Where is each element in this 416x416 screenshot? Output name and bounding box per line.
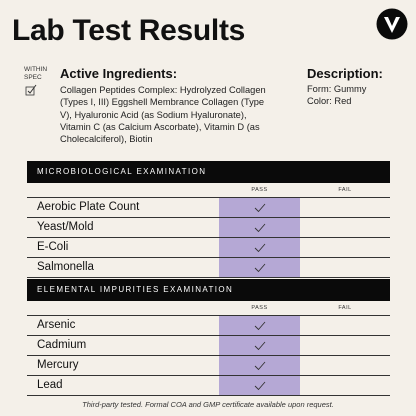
pass-cell bbox=[219, 218, 300, 238]
check bbox=[254, 263, 265, 272]
pass-cell bbox=[219, 316, 300, 336]
ingredients-line: Cholecalciferol), Biotin bbox=[60, 134, 153, 145]
test-name: Salmonella bbox=[27, 258, 219, 278]
within-spec: WITHIN SPEC bbox=[24, 66, 47, 82]
fail-cell bbox=[300, 258, 390, 278]
ingredients-line: Vitamin C (as Calcium Ascorbate), Vitami… bbox=[60, 121, 260, 132]
column-header: FAIL bbox=[300, 301, 390, 316]
column-header: PASS bbox=[219, 301, 300, 316]
spec-icon bbox=[25, 84, 37, 96]
check bbox=[254, 381, 265, 390]
description-line: Color: Red bbox=[307, 95, 352, 106]
check bbox=[254, 243, 265, 252]
table-row: Arsenic bbox=[27, 316, 390, 336]
ingredients-line: (Types I, III) Eggshell Membrance Collag… bbox=[60, 97, 265, 108]
table-row: Mercury bbox=[27, 356, 390, 376]
ingredients-text: Collagen Peptides Complex: Hydrolyzed Co… bbox=[60, 84, 266, 145]
pass-cell bbox=[219, 258, 300, 278]
pass-cell bbox=[219, 336, 300, 356]
pass-cell bbox=[219, 376, 300, 396]
fail-cell bbox=[300, 238, 390, 258]
ingredients-line: V), Hyaluronic Acid (as Sodium Hyalurona… bbox=[60, 109, 247, 120]
check bbox=[254, 321, 265, 330]
test-name: E-Coli bbox=[27, 238, 219, 258]
column-header-row: PASS FAIL bbox=[27, 183, 390, 198]
column-header: PASS bbox=[219, 183, 300, 198]
pass-cell bbox=[219, 356, 300, 376]
fail-cell bbox=[300, 218, 390, 238]
column-header: FAIL bbox=[300, 183, 390, 198]
table-row: Salmonella bbox=[27, 258, 390, 278]
table-row: Aerobic Plate Count bbox=[27, 198, 390, 218]
section-header: ELEMENTAL IMPURITIES EXAMINATION bbox=[27, 279, 390, 301]
spec-line: SPEC bbox=[24, 74, 42, 81]
footer: Third-party tested. Formal COA and GMP c… bbox=[82, 400, 334, 409]
description-heading: Description: bbox=[307, 66, 383, 81]
check bbox=[254, 341, 265, 350]
table-row: Lead bbox=[27, 376, 390, 396]
check bbox=[254, 361, 265, 370]
description-text: Form: Gummy Color: Red bbox=[307, 84, 366, 107]
test-name: Lead bbox=[27, 376, 219, 396]
table-row: Cadmium bbox=[27, 336, 390, 356]
test-name: Aerobic Plate Count bbox=[27, 198, 219, 218]
blank-cell bbox=[27, 183, 219, 198]
logo bbox=[376, 8, 408, 40]
description-line: Form: Gummy bbox=[307, 84, 367, 94]
spec-line: WITHIN bbox=[24, 66, 48, 73]
pass-cell bbox=[219, 238, 300, 258]
check bbox=[254, 223, 265, 232]
ingredients-heading: Active Ingredients: bbox=[60, 66, 178, 81]
fail-cell bbox=[300, 336, 390, 356]
table-row: E-Coli bbox=[27, 238, 390, 258]
test-name: Arsenic bbox=[27, 316, 219, 336]
blank-cell bbox=[27, 301, 219, 316]
test-name: Mercury bbox=[27, 356, 219, 376]
title: Lab Test Results bbox=[12, 14, 246, 47]
test-name: Cadmium bbox=[27, 336, 219, 356]
test-name: Yeast/Mold bbox=[27, 218, 219, 238]
results-table: MICROBIOLOGICAL EXAMINATION PASS FAIL Aerob… bbox=[27, 160, 390, 396]
ingredients-line: Collagen Peptides Complex: Hydrolyzed Co… bbox=[60, 85, 266, 95]
check bbox=[254, 203, 265, 212]
fail-cell bbox=[300, 316, 390, 336]
fail-cell bbox=[300, 198, 390, 218]
section-header: MICROBIOLOGICAL EXAMINATION bbox=[27, 161, 390, 183]
table-row: Yeast/Mold bbox=[27, 218, 390, 238]
fail-cell bbox=[300, 376, 390, 396]
fail-cell bbox=[300, 356, 390, 376]
column-header-row: PASS FAIL bbox=[27, 301, 390, 316]
pass-cell bbox=[219, 198, 300, 218]
